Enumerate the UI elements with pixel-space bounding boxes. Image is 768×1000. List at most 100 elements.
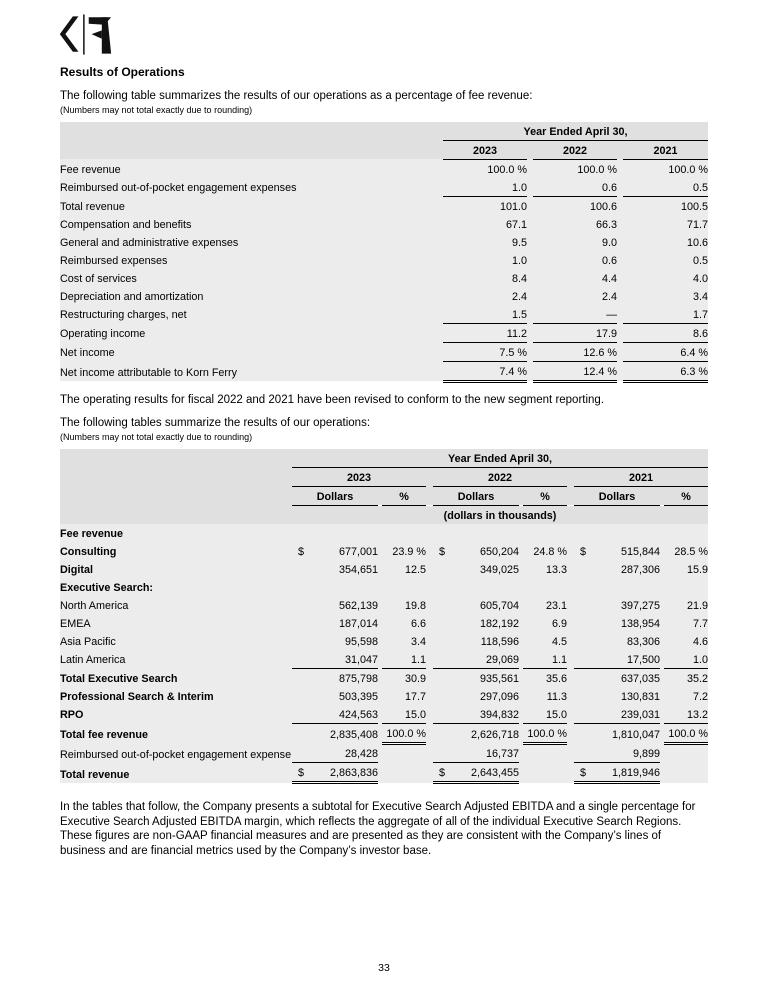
dollar-sign: $ bbox=[298, 545, 305, 558]
dollar-sign: $ bbox=[580, 767, 587, 779]
corner-cell bbox=[60, 486, 292, 505]
value-cell: 10.6 bbox=[623, 232, 709, 251]
value-cell: 7.4 % bbox=[443, 361, 527, 383]
dollars-cell: 95,598 bbox=[292, 631, 378, 650]
value-cell: 101.0 bbox=[443, 196, 527, 215]
percent-cell: 15.0 bbox=[523, 704, 567, 724]
row-label: Cost of services bbox=[60, 268, 443, 287]
dollars-cell bbox=[574, 523, 660, 542]
row-label: Depreciation and amortization bbox=[60, 286, 443, 305]
money-value: $515,844 bbox=[580, 545, 660, 558]
year-header: 2022 bbox=[433, 467, 567, 487]
percent-cell: 35.2 bbox=[664, 668, 709, 687]
percent-cell: 7.7 bbox=[664, 613, 709, 632]
percent-cell: 30.9 bbox=[382, 668, 426, 687]
table-row: Fee revenue 100.0 % 100.0 % 100.0 % bbox=[60, 159, 709, 178]
table-row: Total revenue 101.0 100.6 100.5 bbox=[60, 196, 709, 215]
value-cell: 0.6 bbox=[533, 250, 617, 269]
percent-cell: 1.1 bbox=[523, 649, 567, 669]
row-label: Digital bbox=[60, 559, 292, 578]
value-cell: 1.0 bbox=[443, 177, 527, 197]
percent-cell: 17.7 bbox=[382, 686, 426, 705]
percent-cell: 100.0 % bbox=[523, 723, 567, 745]
row-label: Latin America bbox=[60, 649, 292, 668]
dollars-cell: 935,561 bbox=[433, 668, 519, 687]
table-title-row: Year Ended April 30, bbox=[60, 448, 709, 468]
value-cell: 0.6 bbox=[533, 177, 617, 197]
dollars-cell bbox=[433, 577, 519, 596]
dollars-cell: 2,835,408 bbox=[292, 723, 378, 743]
percent-cell: 15.9 bbox=[664, 559, 709, 578]
percent-cell: 4.6 bbox=[664, 631, 709, 650]
table-row: Latin America 31,047 1.1 29,069 1.1 17,500 1.0 bbox=[60, 649, 709, 669]
value-cell: 11.2 bbox=[443, 323, 527, 343]
table-body: Fee revenue Consulting $677,001 23.9 % $650,… bbox=[60, 523, 709, 784]
row-label: EMEA bbox=[60, 613, 292, 632]
percent-cell: 13.3 bbox=[523, 559, 567, 578]
page-content: Results of Operations The following tabl… bbox=[59, 14, 709, 857]
rounding-note-1: (Numbers may not total exactly due to ro… bbox=[60, 104, 253, 115]
row-label: Professional Search & Interim bbox=[60, 686, 292, 705]
corner-cell bbox=[60, 121, 443, 140]
table-row: Reimbursed out-of-pocket engagement expe… bbox=[60, 743, 709, 763]
dollars-header: Dollars bbox=[292, 486, 378, 506]
percent-cell: 23.1 bbox=[523, 595, 567, 614]
dollars-cell: $677,001 bbox=[292, 541, 378, 560]
row-label: Fee revenue bbox=[60, 523, 292, 542]
row-label: Total fee revenue bbox=[60, 723, 292, 743]
table-row: Net income attributable to Korn Ferry 7.4… bbox=[60, 361, 709, 383]
table-row: Depreciation and amortization 2.4 2.4 3.4 bbox=[60, 286, 709, 305]
dollars-cell bbox=[292, 523, 378, 542]
dollars-cell: $1,819,946 bbox=[574, 762, 660, 784]
percent-cell: 15.0 bbox=[382, 704, 426, 724]
table-head: Year Ended April 30, 2023 2022 2021 bbox=[60, 121, 709, 160]
percent-cell: 6.6 bbox=[382, 613, 426, 632]
percent-cell bbox=[523, 762, 567, 783]
percent-cell bbox=[523, 743, 567, 763]
dollars-header: Dollars bbox=[574, 486, 660, 506]
dollars-cell: 9,899 bbox=[574, 743, 660, 763]
row-label: Consulting bbox=[60, 541, 292, 560]
table-row: Compensation and benefits 67.1 66.3 71.7 bbox=[60, 214, 709, 233]
table-row: Fee revenue bbox=[60, 523, 709, 542]
dollars-cell: 130,831 bbox=[574, 686, 660, 705]
intro-paragraph: The following table summarizes the resul… bbox=[60, 90, 533, 102]
dollars-cell: 31,047 bbox=[292, 649, 378, 669]
table-head: Year Ended April 30, 2023 2022 2021 Dollars%… bbox=[60, 448, 709, 524]
corner-cell bbox=[60, 505, 292, 524]
row-label: Restructuring charges, net bbox=[60, 304, 443, 323]
percent-cell: 35.6 bbox=[523, 668, 567, 687]
percent-cell: 6.9 bbox=[523, 613, 567, 632]
dollars-cell: 239,031 bbox=[574, 704, 660, 724]
table-row: Operating income 11.2 17.9 8.6 bbox=[60, 323, 709, 343]
dollars-header: Dollars bbox=[433, 486, 519, 506]
value-cell: — bbox=[533, 304, 617, 324]
value-cell: 9.5 bbox=[443, 232, 527, 251]
dollars-cell: 17,500 bbox=[574, 649, 660, 669]
percent-cell bbox=[664, 523, 709, 542]
year-header-row: 2023 2022 2021 bbox=[60, 140, 709, 160]
table-row: RPO 424,563 15.0 394,832 15.0 239,031 13.2 bbox=[60, 704, 709, 724]
row-label: Total Executive Search bbox=[60, 668, 292, 687]
value-cell: 100.0 % bbox=[443, 159, 527, 178]
table-row: Executive Search: bbox=[60, 577, 709, 596]
logo-f-stem bbox=[101, 17, 112, 54]
value-cell: 1.0 bbox=[443, 250, 527, 269]
value-cell: 100.0 % bbox=[623, 159, 709, 178]
rounding-note-2: (Numbers may not total exactly due to ro… bbox=[60, 431, 253, 442]
percent-cell: 19.8 bbox=[382, 595, 426, 614]
dollars-cell: 424,563 bbox=[292, 704, 378, 724]
table-row: Asia Pacific 95,598 3.4 118,596 4.5 83,306 4.6 bbox=[60, 631, 709, 650]
table-row: EMEA 187,014 6.6 182,192 6.9 138,954 7.7 bbox=[60, 613, 709, 632]
value-cell: 4.4 bbox=[533, 268, 617, 287]
dollar-sign: $ bbox=[580, 545, 587, 558]
units-note: (dollars in thousands) bbox=[292, 505, 709, 524]
row-label: Net income attributable to Korn Ferry bbox=[60, 361, 443, 381]
table-title: Year Ended April 30, bbox=[443, 121, 709, 141]
table-body: Fee revenue 100.0 % 100.0 % 100.0 % Reimburs… bbox=[60, 159, 709, 383]
dollars-cell: 29,069 bbox=[433, 649, 519, 669]
dollars-cell: 394,832 bbox=[433, 704, 519, 724]
percent-cell bbox=[664, 577, 709, 596]
row-label: Reimbursed out-of-pocket engagement expe… bbox=[60, 743, 292, 763]
row-label: Total revenue bbox=[60, 196, 443, 215]
